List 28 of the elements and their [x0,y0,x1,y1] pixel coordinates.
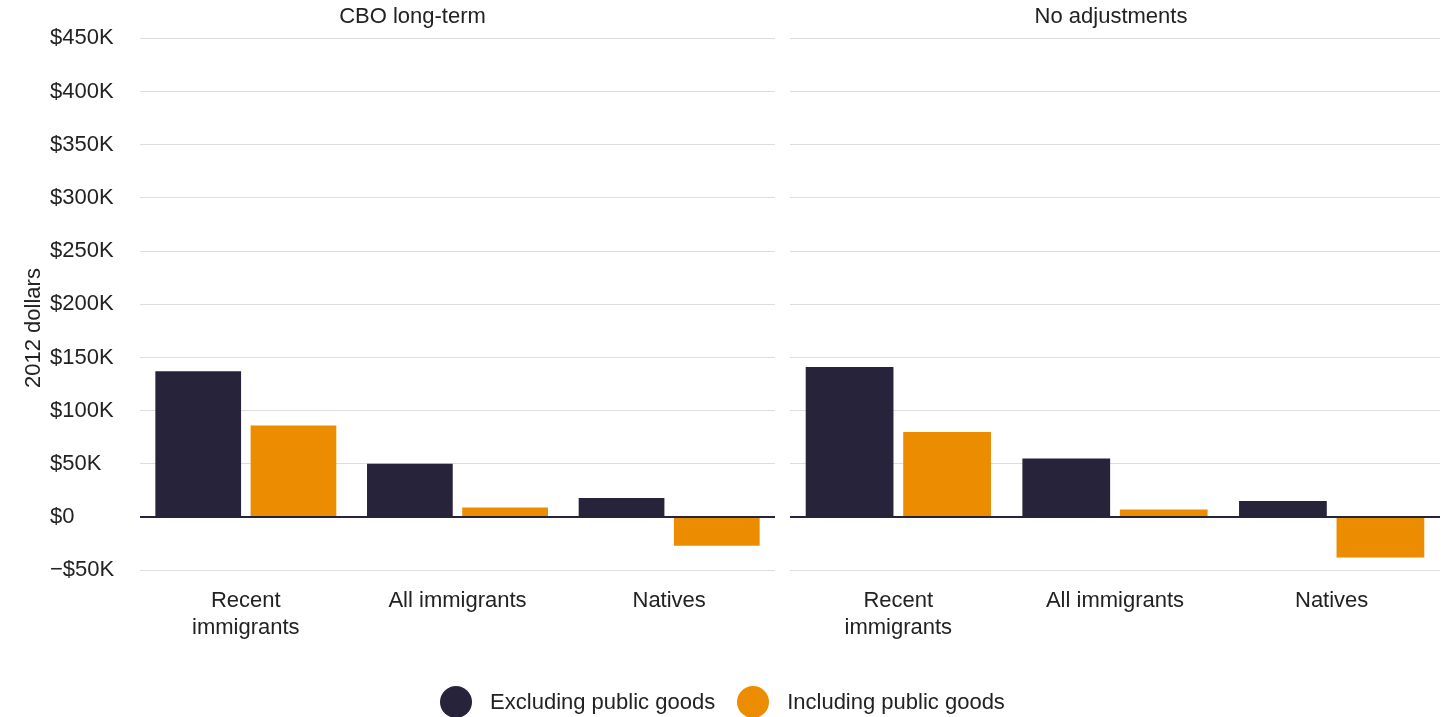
y-tick-label: $100K [50,396,114,422]
x-tick-label: All immigrants [1045,587,1185,613]
y-tick-label: $0 [50,503,75,529]
y-tick-label: $150K [50,343,114,369]
y-axis-title: 2012 dollars [19,268,46,388]
y-tick-label: $250K [50,237,114,263]
x-tick-label: Recent immigrants [192,587,300,639]
y-tick-label: $50K [50,449,102,475]
bar [903,431,991,517]
bar [673,518,760,546]
y-tick-label: −$50K [50,556,115,582]
y-tick-label: $450K [50,24,114,50]
bar [462,507,548,517]
legend-label: Including public goods [787,689,1005,715]
x-tick-label: Natives [632,587,706,613]
y-tick-label: $200K [50,290,114,316]
y-tick-label: $350K [50,130,114,156]
bar [250,425,337,517]
y-tick-label: $400K [50,77,114,103]
bar [1119,509,1208,517]
x-tick-label: Recent immigrants [844,587,953,639]
x-tick-label: All immigrants [388,587,527,613]
bar [1336,518,1425,558]
chart-title: CBO long-term [339,3,486,29]
legend-label: Excluding public goods [490,689,716,715]
y-tick-label: $300K [50,184,114,209]
chart-title: No adjustments [1034,3,1188,29]
x-tick-label: Natives [1294,587,1369,613]
